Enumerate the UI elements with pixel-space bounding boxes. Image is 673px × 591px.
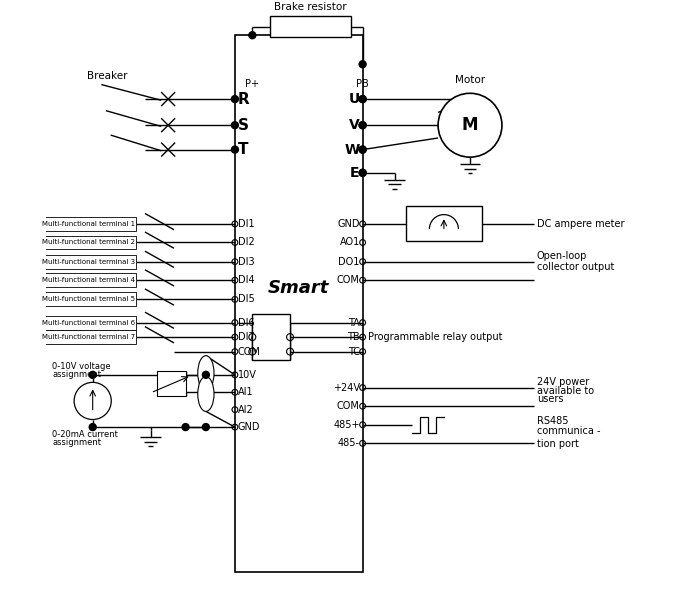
- Circle shape: [74, 382, 111, 420]
- Text: assignment: assignment: [52, 371, 101, 379]
- Text: W: W: [345, 142, 360, 157]
- Circle shape: [203, 424, 209, 431]
- Bar: [40, 217, 136, 231]
- Text: PB: PB: [356, 79, 369, 89]
- Text: 0-20mA current: 0-20mA current: [52, 430, 118, 439]
- Text: +24V: +24V: [332, 382, 360, 392]
- Text: communica -: communica -: [537, 426, 600, 436]
- Text: T: T: [238, 142, 248, 157]
- Text: V: V: [349, 118, 360, 132]
- Text: assignment: assignment: [52, 439, 101, 447]
- Circle shape: [359, 170, 366, 176]
- Circle shape: [249, 32, 256, 39]
- Text: 485+: 485+: [333, 420, 360, 430]
- Text: Multi-functional terminal 5: Multi-functional terminal 5: [42, 296, 135, 303]
- Circle shape: [359, 122, 366, 129]
- Text: 485-: 485-: [338, 439, 360, 449]
- Circle shape: [359, 61, 366, 68]
- Text: RS485: RS485: [537, 416, 568, 426]
- Text: AO1: AO1: [339, 238, 360, 248]
- Bar: [40, 255, 136, 268]
- Circle shape: [359, 146, 366, 153]
- Text: Open-loop: Open-loop: [537, 251, 587, 261]
- Text: Programmable relay output: Programmable relay output: [368, 332, 503, 342]
- Text: DC ampere meter: DC ampere meter: [537, 219, 625, 229]
- Text: Multi-functional terminal 4: Multi-functional terminal 4: [42, 277, 135, 283]
- Circle shape: [232, 146, 238, 153]
- Text: TC: TC: [348, 346, 360, 356]
- Text: Multi-functional terminal 1: Multi-functional terminal 1: [42, 221, 135, 227]
- Text: 10V: 10V: [238, 370, 256, 380]
- Bar: [270, 16, 351, 37]
- Circle shape: [359, 96, 366, 103]
- Circle shape: [359, 170, 366, 176]
- Text: DI7: DI7: [238, 332, 254, 342]
- Text: Multi-functional terminal 6: Multi-functional terminal 6: [42, 320, 135, 326]
- Text: E: E: [350, 166, 360, 180]
- Text: Multi-functional terminal 7: Multi-functional terminal 7: [42, 334, 135, 340]
- Text: COM: COM: [337, 401, 360, 411]
- Bar: [40, 273, 136, 287]
- Text: Motor: Motor: [455, 74, 485, 85]
- Text: P+: P+: [246, 79, 259, 89]
- Text: collector output: collector output: [537, 262, 614, 272]
- Text: DI2: DI2: [238, 238, 254, 248]
- Text: AI2: AI2: [238, 405, 254, 415]
- Bar: [157, 371, 186, 396]
- Text: GND: GND: [337, 219, 360, 229]
- Text: TA: TA: [348, 317, 360, 327]
- Text: R: R: [238, 92, 250, 106]
- Bar: [40, 235, 136, 249]
- Circle shape: [90, 371, 96, 378]
- Text: Brake resistor: Brake resistor: [274, 2, 347, 12]
- Bar: [40, 330, 136, 344]
- Ellipse shape: [198, 376, 214, 411]
- Bar: [40, 316, 136, 330]
- Text: DI1: DI1: [238, 219, 254, 229]
- Text: Multi-functional terminal 3: Multi-functional terminal 3: [42, 259, 135, 265]
- Text: available to: available to: [537, 385, 594, 395]
- Circle shape: [90, 424, 96, 431]
- Text: Multi-functional terminal 2: Multi-functional terminal 2: [42, 239, 135, 245]
- Text: COM: COM: [238, 346, 260, 356]
- Text: S: S: [238, 118, 249, 133]
- Text: AI1: AI1: [238, 387, 254, 397]
- Text: users: users: [537, 394, 563, 404]
- Circle shape: [232, 96, 238, 103]
- Text: DI3: DI3: [238, 256, 254, 267]
- Circle shape: [182, 424, 189, 431]
- Circle shape: [359, 146, 366, 153]
- Bar: [406, 206, 482, 241]
- Circle shape: [203, 371, 209, 378]
- Text: Smart: Smart: [268, 279, 330, 297]
- Text: TB: TB: [347, 332, 360, 342]
- Text: U: U: [349, 92, 360, 106]
- Text: COM: COM: [337, 275, 360, 285]
- Text: tion port: tion port: [537, 440, 579, 450]
- Circle shape: [232, 122, 238, 129]
- Text: DI5: DI5: [238, 294, 254, 304]
- Text: M: M: [462, 116, 479, 134]
- Text: 24V power: 24V power: [537, 377, 589, 387]
- Bar: [252, 314, 290, 361]
- Text: 0-10V voltage: 0-10V voltage: [52, 362, 110, 371]
- Text: DI4: DI4: [238, 275, 254, 285]
- Ellipse shape: [198, 356, 214, 391]
- Text: GND: GND: [238, 422, 260, 432]
- Circle shape: [359, 96, 366, 103]
- Circle shape: [438, 93, 502, 157]
- Text: DI6: DI6: [238, 317, 254, 327]
- Bar: [40, 293, 136, 306]
- Bar: [235, 35, 363, 572]
- Text: DO1: DO1: [339, 256, 360, 267]
- Text: Breaker: Breaker: [87, 71, 127, 81]
- Circle shape: [359, 122, 366, 129]
